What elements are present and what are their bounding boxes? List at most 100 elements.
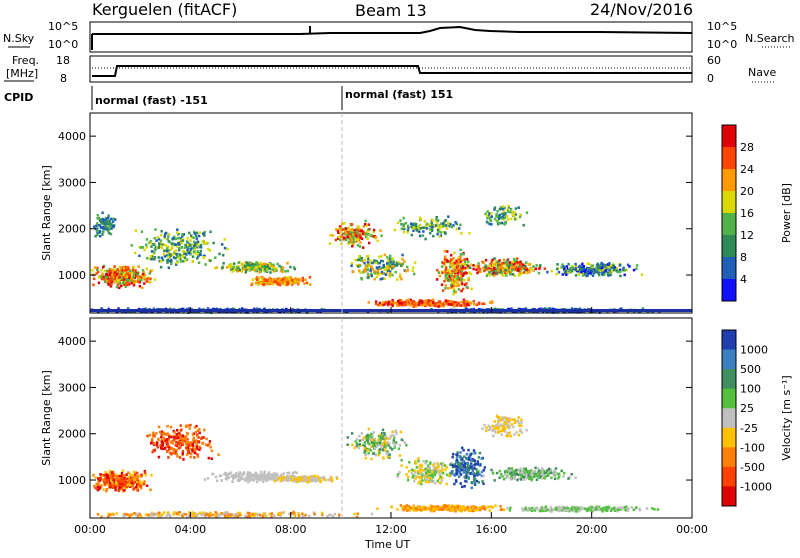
vel-data-cell bbox=[182, 435, 184, 438]
vel-data-cell bbox=[380, 436, 382, 439]
vel-data-cell bbox=[182, 458, 184, 461]
vel-data-cell bbox=[370, 449, 372, 452]
vel-data-cell bbox=[437, 480, 439, 483]
vel-data-cell bbox=[358, 435, 360, 438]
vel-data-cell bbox=[511, 467, 513, 470]
power-data-cell bbox=[400, 264, 402, 267]
vel-data-cell bbox=[380, 439, 382, 442]
power-data-cell bbox=[489, 274, 491, 277]
vel-data-cell bbox=[158, 426, 160, 429]
vel-data-cell bbox=[432, 480, 434, 483]
power-data-cell bbox=[435, 224, 437, 227]
power-data-cell bbox=[150, 245, 152, 248]
vel-data-cell bbox=[453, 474, 455, 477]
vel-data-cell bbox=[437, 465, 439, 468]
vel-data-cell bbox=[136, 481, 138, 484]
power-data-cell bbox=[636, 264, 638, 267]
vel-data-cell bbox=[131, 484, 133, 487]
power-data-cell bbox=[266, 282, 268, 285]
vel-data-cell bbox=[380, 444, 382, 447]
power-colorbar-segment bbox=[722, 213, 736, 236]
power-data-cell bbox=[373, 270, 375, 273]
power-data-cell bbox=[384, 278, 386, 281]
vel-data-cell bbox=[456, 454, 458, 457]
vel-data-cell bbox=[243, 471, 245, 474]
vel-data-cell bbox=[189, 456, 191, 459]
power-data-cell bbox=[502, 267, 504, 270]
power-data-cell bbox=[457, 263, 459, 266]
vel-data-cell bbox=[300, 477, 302, 480]
power-data-cell bbox=[93, 225, 95, 228]
power-data-cell bbox=[608, 269, 610, 272]
vel-data-cell bbox=[429, 477, 431, 480]
vel-data-cell bbox=[440, 476, 442, 479]
power-data-cell bbox=[178, 257, 180, 260]
power-colorbar-tick: 24 bbox=[740, 163, 754, 176]
vel-data-cell bbox=[534, 470, 536, 473]
power-data-cell bbox=[608, 262, 610, 265]
power-data-cell bbox=[368, 301, 370, 304]
power-data-cell bbox=[155, 239, 157, 242]
power-data-cell bbox=[263, 284, 265, 287]
vel-data-cell bbox=[407, 479, 409, 482]
vel-data-cell bbox=[422, 469, 424, 472]
power-data-cell bbox=[113, 265, 115, 268]
power-data-cell bbox=[161, 247, 163, 250]
power-data-cell bbox=[284, 280, 286, 283]
vel-data-cell bbox=[156, 442, 158, 445]
power-data-cell bbox=[357, 244, 359, 247]
power-data-cell bbox=[186, 249, 188, 252]
power-data-cell bbox=[454, 221, 456, 224]
vel-data-cell bbox=[240, 476, 242, 479]
vel-data-cell bbox=[225, 472, 227, 475]
power-data-cell bbox=[486, 214, 488, 217]
power-data-cell bbox=[473, 300, 475, 303]
power-data-cell bbox=[359, 237, 361, 240]
vel-data-cell bbox=[510, 472, 512, 475]
vel-data-cell bbox=[317, 479, 319, 482]
power-data-cell bbox=[597, 272, 599, 275]
power-data-cell bbox=[370, 234, 372, 237]
vel-data-cell bbox=[417, 460, 419, 463]
vel-data-cell bbox=[347, 443, 349, 446]
power-data-cell bbox=[101, 233, 103, 236]
vel-data-cell bbox=[463, 460, 465, 463]
power-colorbar-tick: 4 bbox=[740, 273, 747, 286]
vel-data-cell bbox=[107, 475, 109, 478]
power-ytick-label: 1000 bbox=[58, 269, 86, 282]
vel-data-cell bbox=[152, 432, 154, 435]
power-data-cell bbox=[359, 245, 361, 248]
power-data-cell bbox=[150, 242, 152, 245]
power-data-cell bbox=[92, 284, 94, 287]
vel-data-cell bbox=[381, 449, 383, 452]
power-data-cell bbox=[367, 261, 369, 264]
vel-data-cell bbox=[368, 452, 370, 455]
power-data-cell bbox=[504, 213, 506, 216]
power-data-cell bbox=[501, 213, 503, 216]
power-data-cell bbox=[469, 303, 471, 306]
power-data-cell bbox=[471, 288, 473, 291]
vel-data-cell bbox=[385, 442, 387, 445]
power-data-cell bbox=[570, 267, 572, 270]
vel-data-cell bbox=[365, 457, 367, 460]
vel-data-cell bbox=[175, 449, 177, 452]
vel-data-cell bbox=[125, 478, 127, 481]
freq-label-line1: Freq. bbox=[12, 54, 39, 67]
vel-data-cell bbox=[376, 445, 378, 448]
vel-data-cell bbox=[211, 450, 213, 453]
vel-data-cell bbox=[436, 462, 438, 465]
power-data-cell bbox=[275, 269, 277, 272]
vel-data-cell bbox=[441, 467, 443, 470]
power-data-cell bbox=[505, 221, 507, 224]
power-data-cell bbox=[123, 266, 125, 269]
power-data-cell bbox=[619, 264, 621, 267]
vel-data-cell bbox=[306, 481, 308, 484]
power-data-cell bbox=[121, 277, 123, 280]
vel-data-cell bbox=[232, 475, 234, 478]
power-data-cell bbox=[174, 257, 176, 260]
power-data-cell bbox=[592, 274, 594, 277]
power-data-cell bbox=[437, 305, 439, 308]
vel-data-cell bbox=[503, 509, 505, 512]
power-data-cell bbox=[180, 260, 182, 263]
vel-data-cell bbox=[458, 469, 460, 472]
